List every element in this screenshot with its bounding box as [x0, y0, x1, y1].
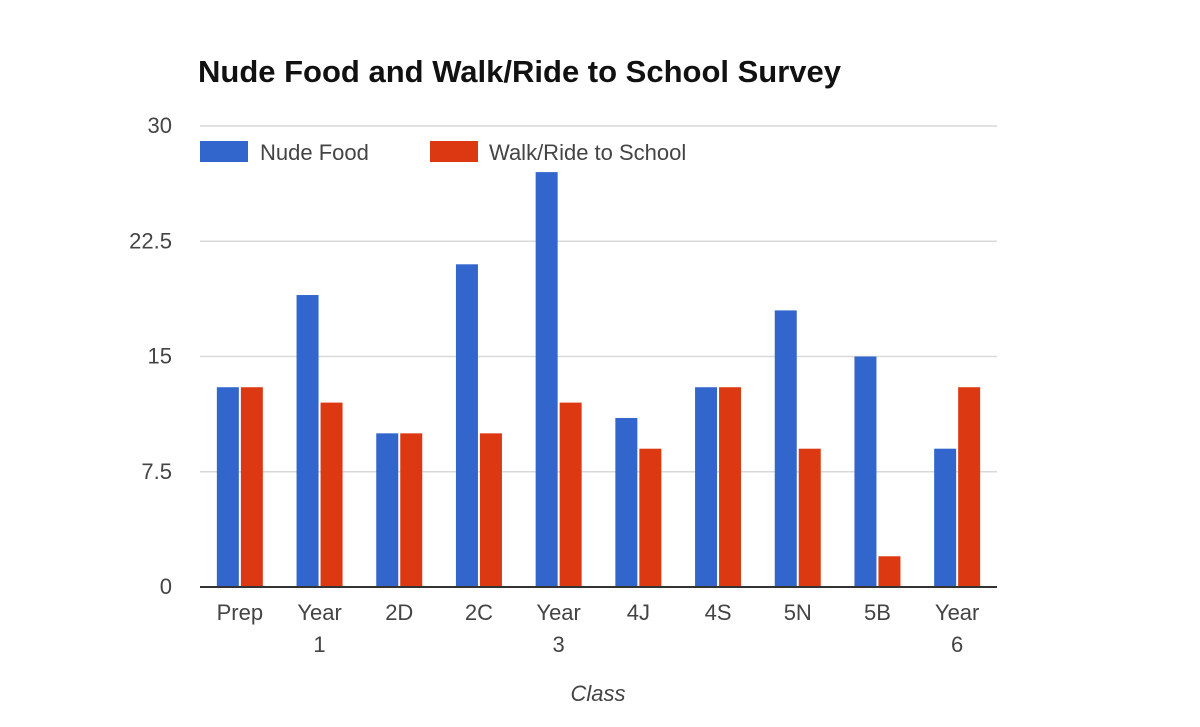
bars [216, 172, 981, 587]
gridlines [200, 125, 997, 473]
x-tick-label: 4S [705, 600, 732, 625]
chart-title: Nude Food and Walk/Ride to School Survey [198, 54, 842, 89]
bar-nude-food-1 [296, 295, 319, 587]
bar-nude-food-4 [535, 172, 558, 587]
bar-nude-food-6 [695, 387, 718, 587]
bar-walk-ride-8 [878, 556, 901, 587]
bar-nude-food-3 [455, 264, 478, 587]
x-tick-label: 2D [385, 600, 413, 625]
x-tick-label: Year 1 [297, 600, 341, 657]
y-tick-label: 30 [148, 113, 172, 138]
y-tick-label: 7.5 [141, 459, 172, 484]
x-tick-label: 5B [864, 600, 891, 625]
bar-walk-ride-7 [798, 448, 821, 587]
legend-label-nude-food: Nude Food [260, 140, 369, 165]
bar-walk-ride-1 [320, 402, 343, 587]
bar-nude-food-2 [376, 433, 399, 587]
bar-nude-food-7 [774, 310, 797, 587]
bar-nude-food-0 [216, 387, 239, 587]
bar-walk-ride-0 [240, 387, 263, 587]
x-tick-label: Prep [217, 600, 263, 625]
x-tick-label: Year 6 [935, 600, 979, 657]
bar-walk-ride-4 [559, 402, 582, 587]
bar-walk-ride-5 [639, 448, 662, 587]
x-tick-label: 4J [627, 600, 650, 625]
legend-label-walk-ride: Walk/Ride to School [489, 140, 686, 165]
bar-nude-food-9 [934, 448, 957, 587]
x-tick-label: 2C [465, 600, 493, 625]
bar-walk-ride-6 [719, 387, 742, 587]
bar-walk-ride-2 [400, 433, 423, 587]
legend: Nude Food Walk/Ride to School [200, 140, 686, 165]
x-axis-ticks: Prep Year 1 2D 2C Year 3 4J 4S 5N 5B Year 6 [217, 600, 980, 657]
bar-nude-food-5 [615, 417, 638, 587]
y-tick-label: 22.5 [129, 228, 172, 253]
x-tick-label: 5N [784, 600, 812, 625]
x-axis-title: Class [570, 681, 625, 706]
legend-swatch-nude-food [200, 141, 248, 162]
y-tick-label: 0 [160, 574, 172, 599]
y-tick-label: 15 [148, 344, 172, 369]
legend-swatch-walk-ride [430, 141, 478, 162]
bar-walk-ride-3 [479, 433, 502, 587]
bar-nude-food-8 [854, 356, 877, 587]
bar-walk-ride-9 [958, 387, 981, 587]
y-axis-ticks: 0 7.5 15 22.5 30 [129, 113, 172, 599]
x-tick-label: Year 3 [536, 600, 580, 657]
